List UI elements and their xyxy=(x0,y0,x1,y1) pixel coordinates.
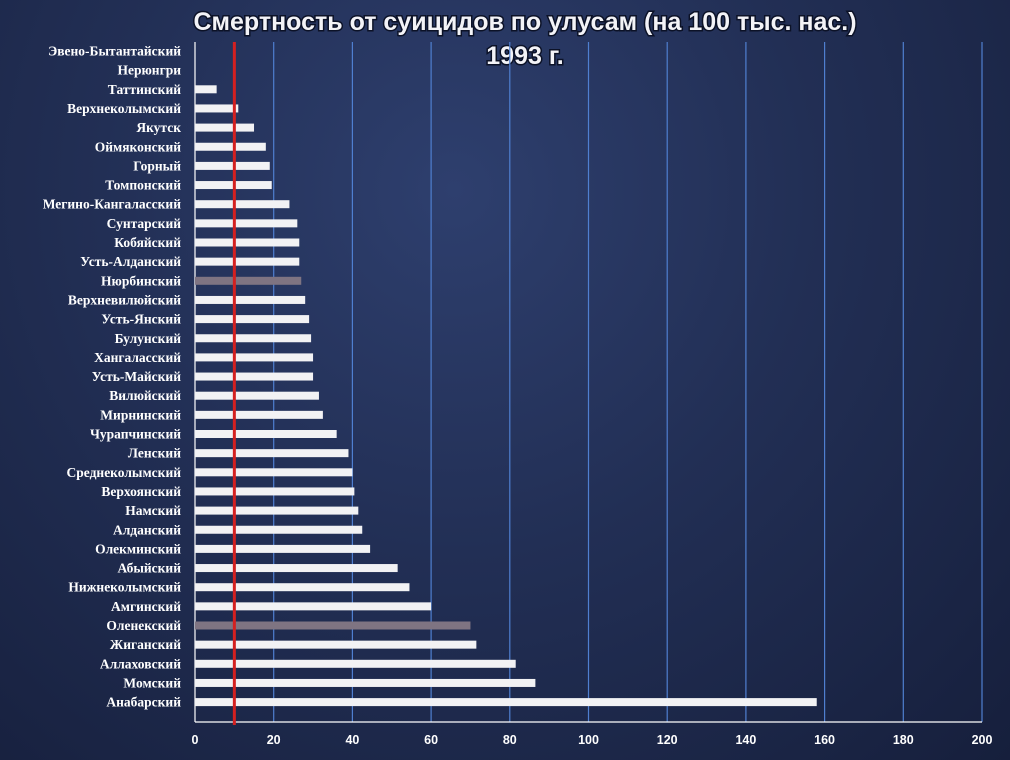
bar-20 xyxy=(195,410,323,419)
bar-23 xyxy=(195,468,353,477)
bar-34 xyxy=(195,678,536,687)
x-tick-labels: 0 20 40 60 80 100 120 140 160 180 200 xyxy=(192,733,993,747)
category-label: Сунтарский xyxy=(107,216,182,231)
category-label: Чурапчинский xyxy=(90,427,181,442)
chart-subtitle: 1993 г. xyxy=(486,42,563,70)
bar-30 xyxy=(195,602,432,611)
category-label: Кобяйский xyxy=(114,235,181,250)
category-label: Верхневилюйский xyxy=(68,292,181,307)
bar-29 xyxy=(195,583,410,592)
category-label: Томпонский xyxy=(105,178,181,193)
x-tick-label: 200 xyxy=(972,733,993,747)
bar-24 xyxy=(195,487,355,496)
category-label: Среднеколымский xyxy=(67,465,182,480)
x-tick-label: 120 xyxy=(657,733,678,747)
bar-21 xyxy=(195,430,337,438)
category-label: Усть-Янский xyxy=(101,312,181,327)
x-tick-label: 0 xyxy=(192,733,199,747)
category-label: Нерюнгри xyxy=(117,63,181,78)
category-label: Верхоянский xyxy=(101,484,181,499)
category-label: Эвено-Бытантайский xyxy=(48,44,181,59)
bars xyxy=(195,85,817,707)
bar-3 xyxy=(195,85,217,94)
category-label: Оленекский xyxy=(106,618,181,633)
bar-28 xyxy=(195,564,398,573)
category-label: Момский xyxy=(123,675,181,690)
x-tick-label: 100 xyxy=(578,733,599,747)
category-label: Булунский xyxy=(115,331,182,346)
category-label: Аллаховский xyxy=(100,656,181,671)
x-tick-label: 80 xyxy=(503,733,517,747)
category-label: Горный xyxy=(133,158,181,173)
bar-5 xyxy=(195,123,255,132)
bar-25 xyxy=(195,506,359,515)
category-labels: Эвено-Бытантайский Нерюнгри Таттинский Верх… xyxy=(43,44,182,710)
bar-10 xyxy=(195,219,298,228)
x-tick-label: 60 xyxy=(424,733,438,747)
category-label: Абыйский xyxy=(118,561,182,576)
bar-18 xyxy=(195,372,314,381)
bar-31 xyxy=(195,621,471,630)
bar-13 xyxy=(195,276,302,285)
grid-lines xyxy=(194,42,983,723)
category-label: Олекминский xyxy=(95,541,181,556)
category-label: Алданский xyxy=(113,522,181,537)
category-label: Верхнеколымский xyxy=(67,101,181,116)
bar-16 xyxy=(195,334,312,343)
bar-6 xyxy=(195,142,266,151)
category-label: Намский xyxy=(125,503,181,518)
bar-7 xyxy=(195,161,270,170)
bar-11 xyxy=(195,238,300,247)
bar-12 xyxy=(195,257,300,266)
x-tick-label: 140 xyxy=(735,733,756,747)
x-tick-label: 180 xyxy=(893,733,914,747)
category-label: Нижнеколымский xyxy=(68,580,181,595)
category-label: Жиганский xyxy=(110,637,181,652)
category-label: Мирнинский xyxy=(100,407,181,422)
bar-22 xyxy=(195,449,349,458)
bar-26 xyxy=(195,525,363,534)
category-label: Мегино-Кангаласский xyxy=(43,197,181,212)
x-tick-label: 40 xyxy=(345,733,359,747)
bar-33 xyxy=(195,659,516,668)
category-label: Ленский xyxy=(128,446,181,461)
category-label: Амгинский xyxy=(111,599,181,614)
category-label: Таттинский xyxy=(108,82,181,97)
category-label: Оймяконский xyxy=(95,139,181,154)
bar-19 xyxy=(195,391,319,400)
x-tick-label: 20 xyxy=(267,733,281,747)
bar-27 xyxy=(195,544,371,553)
bar-14 xyxy=(195,295,306,304)
category-label: Вилюйский xyxy=(109,388,181,403)
category-label: Усть-Майский xyxy=(92,369,182,384)
category-label: Нюрбинский xyxy=(101,273,181,288)
category-label: Якутск xyxy=(136,120,181,135)
bar-35 xyxy=(195,698,817,707)
x-tick-label: 160 xyxy=(814,733,835,747)
bar-4 xyxy=(195,104,239,113)
bar-17 xyxy=(195,353,314,362)
category-label: Усть-Алданский xyxy=(80,254,181,269)
category-label: Хангаласский xyxy=(94,350,181,365)
chart-title: Смертность от суицидов по улусам (на 100… xyxy=(193,8,856,36)
bar-32 xyxy=(195,640,477,649)
bar-9 xyxy=(195,200,290,209)
bar-15 xyxy=(195,315,310,324)
category-label: Анабарский xyxy=(106,695,181,710)
